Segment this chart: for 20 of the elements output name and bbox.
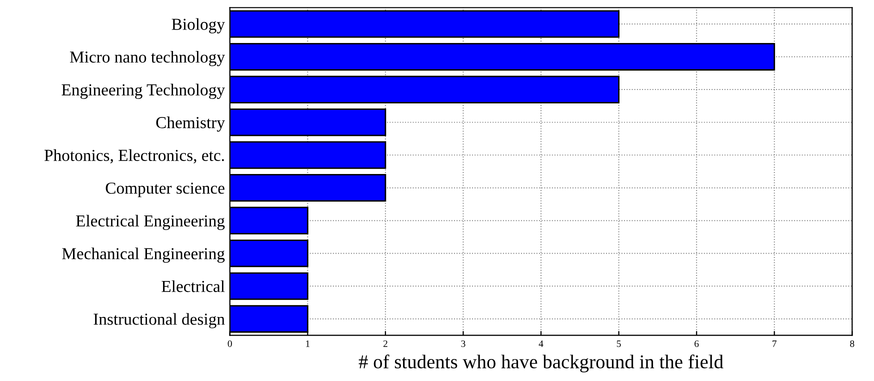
y-tick-label: Electrical Engineering bbox=[76, 214, 225, 230]
y-tick-label: Mechanical Engineering bbox=[62, 248, 225, 263]
x-tick-label: 3 bbox=[461, 340, 466, 347]
x-tick-label: 2 bbox=[383, 340, 388, 347]
y-tick-label: Chemistry bbox=[156, 116, 225, 132]
x-tick-label: 1 bbox=[306, 340, 310, 347]
y-tick-label: Biology bbox=[172, 18, 225, 34]
y-tick-label: Computer science bbox=[106, 182, 224, 198]
y-tick-label: Micro nano technology bbox=[70, 50, 225, 66]
x-tick-label: 8 bbox=[850, 340, 854, 347]
y-tick-label: Engineering Technology bbox=[62, 84, 225, 99]
x-axis-title: # of students who have background in the field bbox=[358, 354, 724, 372]
x-tick-label: 0 bbox=[228, 340, 232, 347]
y-tick-label: Photonics, Electronics, etc. bbox=[44, 149, 224, 164]
x-tick-label: 7 bbox=[772, 340, 777, 347]
x-tick-label: 5 bbox=[616, 340, 621, 347]
y-tick-label: Electrical bbox=[162, 280, 225, 292]
x-tick-label: 4 bbox=[538, 340, 544, 347]
y-tick-label: Instructional design bbox=[94, 313, 225, 328]
x-tick-label: 6 bbox=[694, 340, 699, 347]
